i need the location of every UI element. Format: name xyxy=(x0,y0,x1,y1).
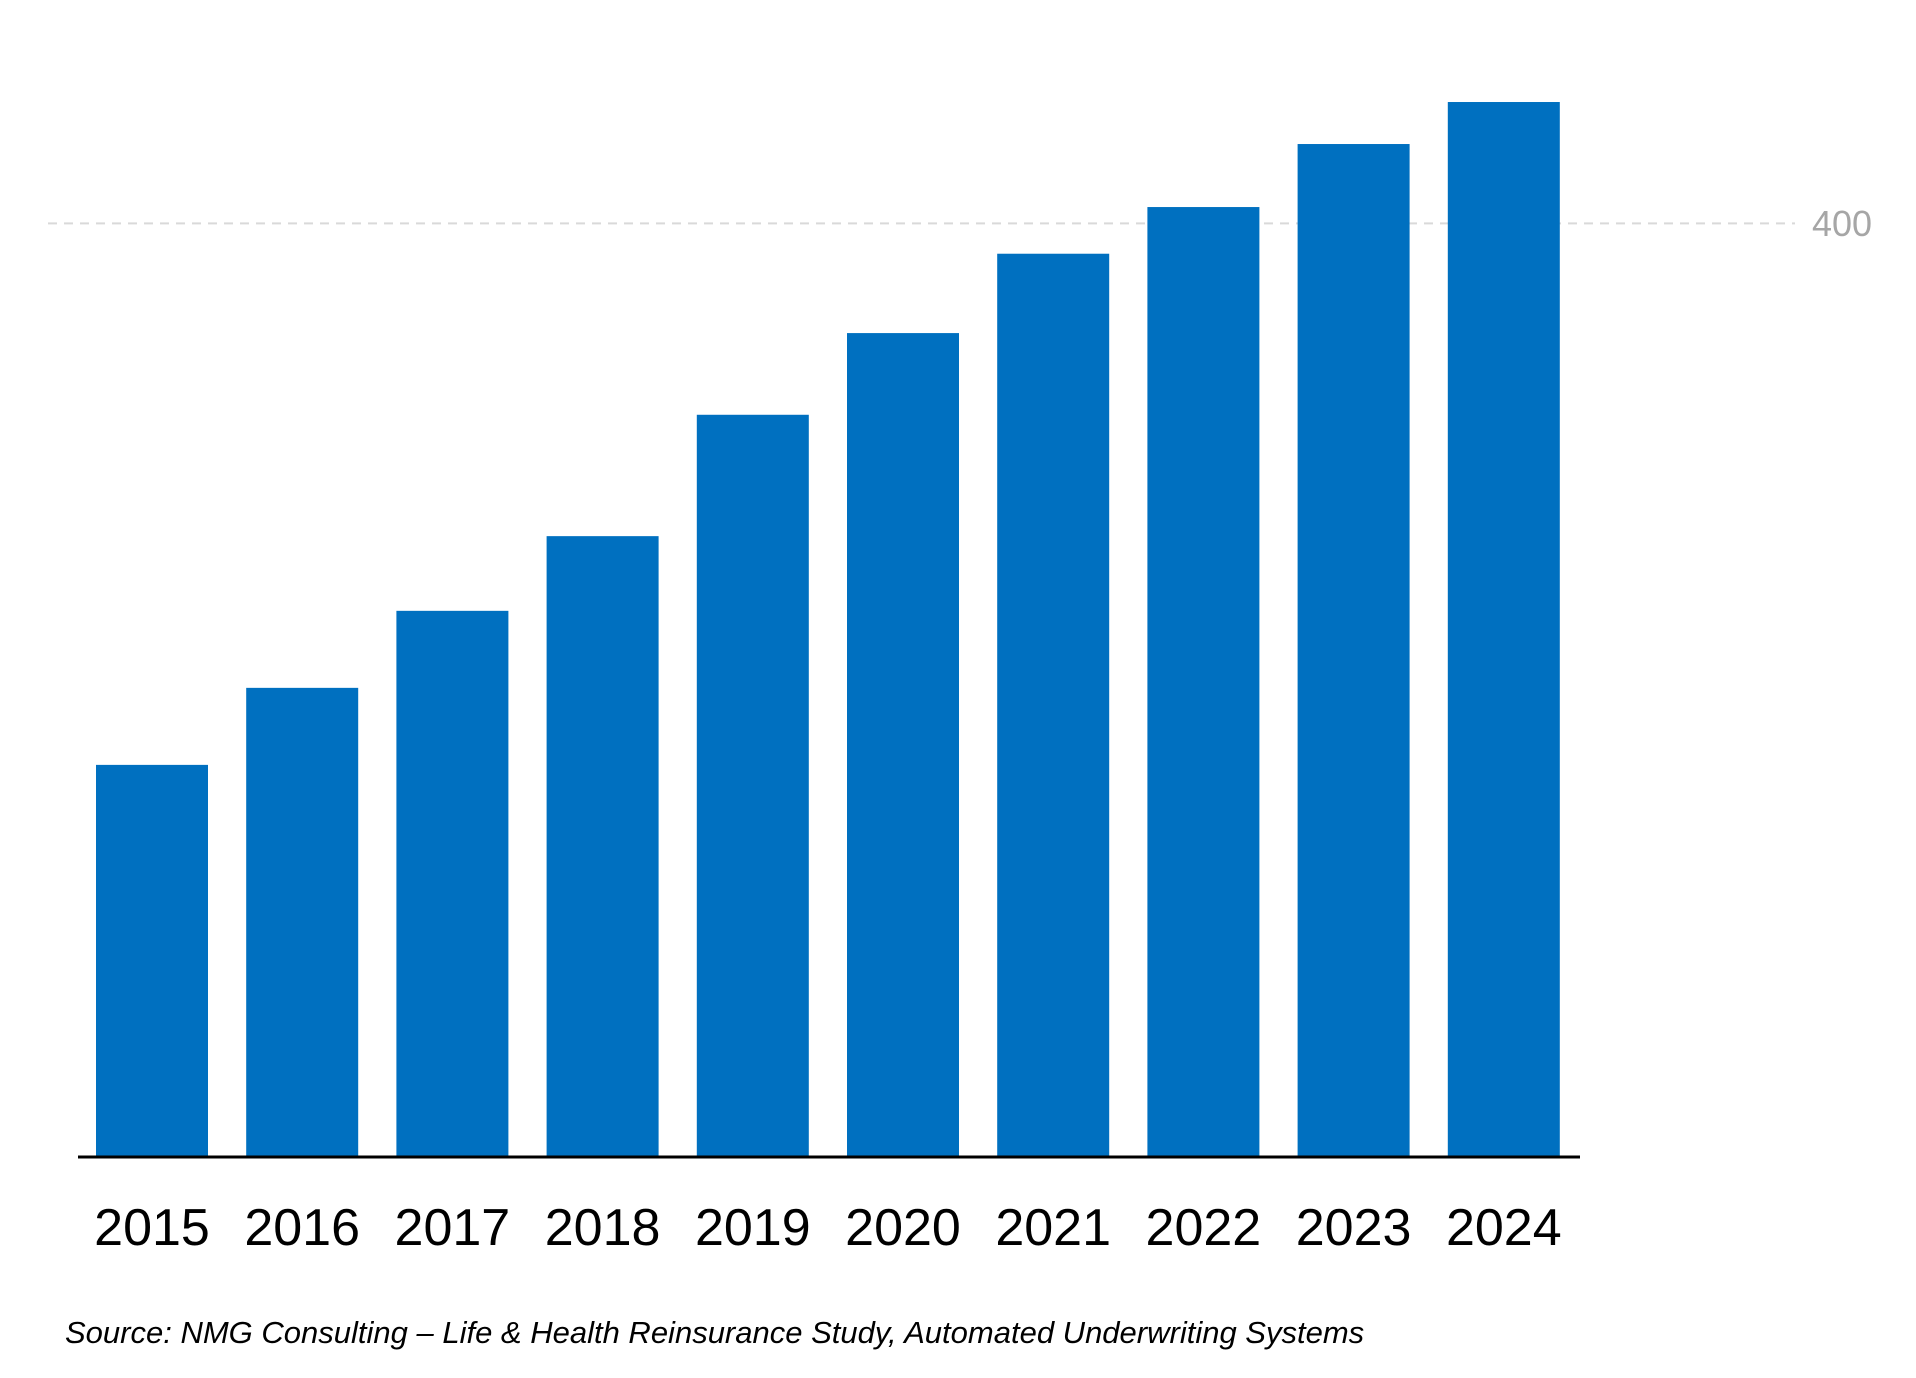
x-tick-label-2024: 2024 xyxy=(1446,1199,1562,1257)
x-tick-label-2018: 2018 xyxy=(545,1199,661,1257)
bar-2016 xyxy=(246,687,359,1157)
x-tick-label-2022: 2022 xyxy=(1146,1199,1262,1257)
x-tick-label-2015: 2015 xyxy=(94,1199,210,1257)
bar-2020 xyxy=(847,333,959,1157)
bars xyxy=(96,102,1560,1158)
x-tick-labels: 2015 2016 2017 2018 2019 2020 2021 2022 2023 2024 xyxy=(94,1199,1561,1257)
x-tick-label-2017: 2017 xyxy=(395,1199,511,1257)
x-tick-label-2016: 2016 xyxy=(244,1199,360,1257)
y-tick-labels: 400 xyxy=(1812,203,1872,244)
bar-2017 xyxy=(396,610,509,1157)
bar-2015 xyxy=(96,764,208,1157)
x-tick-label-2023: 2023 xyxy=(1296,1199,1412,1257)
bar-2018 xyxy=(546,536,659,1157)
bar-2023 xyxy=(1297,144,1410,1158)
bar-2019 xyxy=(696,414,809,1157)
x-tick-label-2020: 2020 xyxy=(845,1199,961,1257)
bar-2021 xyxy=(997,253,1110,1157)
y-tick-label: 400 xyxy=(1812,203,1872,244)
x-tick-label-2019: 2019 xyxy=(695,1199,811,1257)
bar-2022 xyxy=(1147,207,1260,1157)
x-tick-label-2021: 2021 xyxy=(995,1199,1111,1257)
source-note: Source: NMG Consulting – Life & Health R… xyxy=(65,1315,1365,1350)
bar-2024 xyxy=(1447,102,1560,1157)
